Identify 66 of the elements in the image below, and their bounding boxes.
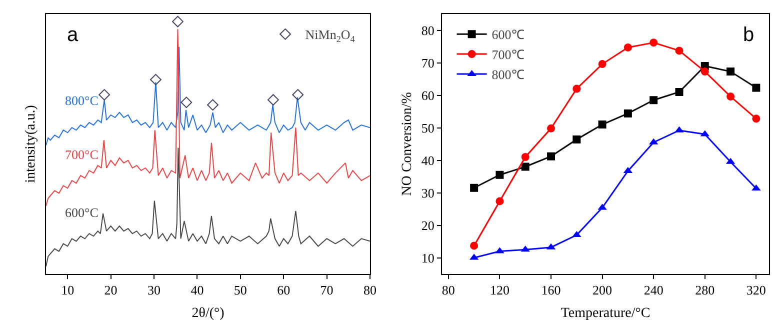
point	[572, 135, 581, 144]
y-axis-title: intensity(a.u.)	[24, 104, 39, 183]
point	[650, 38, 658, 47]
point	[172, 16, 184, 28]
series-label: 700°C	[65, 147, 98, 162]
point	[150, 74, 162, 86]
y-tick-label: 50	[421, 120, 434, 136]
point	[521, 162, 530, 171]
x-tick-label: 160	[541, 282, 561, 298]
x-tick-label: 60	[277, 282, 290, 298]
y-tick-label: 20	[421, 218, 434, 233]
x-tick-label: 80	[442, 282, 455, 298]
x-tick-label: 120	[490, 282, 510, 298]
x-tick-label: 80	[364, 282, 376, 298]
x-axis-title: Temperature/°C	[560, 306, 650, 321]
point	[207, 99, 218, 111]
point	[470, 184, 478, 192]
y-tick-label: 30	[421, 185, 434, 200]
y-axis-title: NO Conversion/%	[400, 92, 415, 196]
x-tick-label: 280	[695, 282, 715, 298]
point	[650, 96, 658, 104]
point	[547, 152, 555, 160]
point	[547, 124, 555, 132]
point	[496, 197, 504, 206]
legend-label: NiMn$_{2}$O$_{4}$	[305, 27, 356, 44]
y-tick-label: 70	[421, 55, 434, 70]
legend-label: 600℃	[492, 27, 524, 42]
x-tick-label: 20	[104, 282, 118, 298]
point	[572, 84, 581, 93]
y-tick-label: 80	[421, 22, 434, 38]
point	[752, 114, 760, 123]
x-tick-label: 320	[746, 282, 766, 298]
point	[726, 92, 735, 101]
y-tick-label: 40	[421, 152, 434, 168]
point	[675, 88, 684, 96]
y-tick-label: 10	[421, 250, 434, 266]
point	[268, 94, 279, 106]
x-tick-label: 30	[148, 282, 160, 298]
series-label: 800°C	[65, 93, 98, 108]
legend-label: 700℃	[492, 47, 524, 62]
x-tick-label: 70	[320, 282, 334, 298]
x-axis-title: 2θ/(°)	[192, 306, 225, 321]
point	[521, 153, 530, 161]
point	[700, 68, 709, 76]
point	[624, 109, 632, 118]
x-tick-label: 40	[190, 282, 204, 298]
point	[98, 89, 110, 100]
point	[752, 84, 760, 92]
point	[598, 120, 606, 128]
point	[292, 89, 304, 100]
legend-label: 800℃	[492, 67, 524, 82]
point	[180, 96, 192, 108]
y-tick-label: 60	[421, 88, 434, 103]
point	[726, 68, 735, 76]
point	[624, 43, 632, 52]
x-tick-label: 10	[61, 282, 74, 298]
annotation: a	[67, 24, 79, 46]
x-tick-label: 50	[234, 282, 247, 298]
annotation: b	[743, 24, 754, 46]
point	[675, 46, 684, 55]
point	[496, 170, 504, 179]
point	[470, 242, 478, 250]
x-tick-label: 240	[644, 282, 664, 298]
series-label: 600°C	[65, 205, 98, 220]
x-tick-label: 200	[592, 282, 612, 298]
point	[598, 60, 606, 68]
